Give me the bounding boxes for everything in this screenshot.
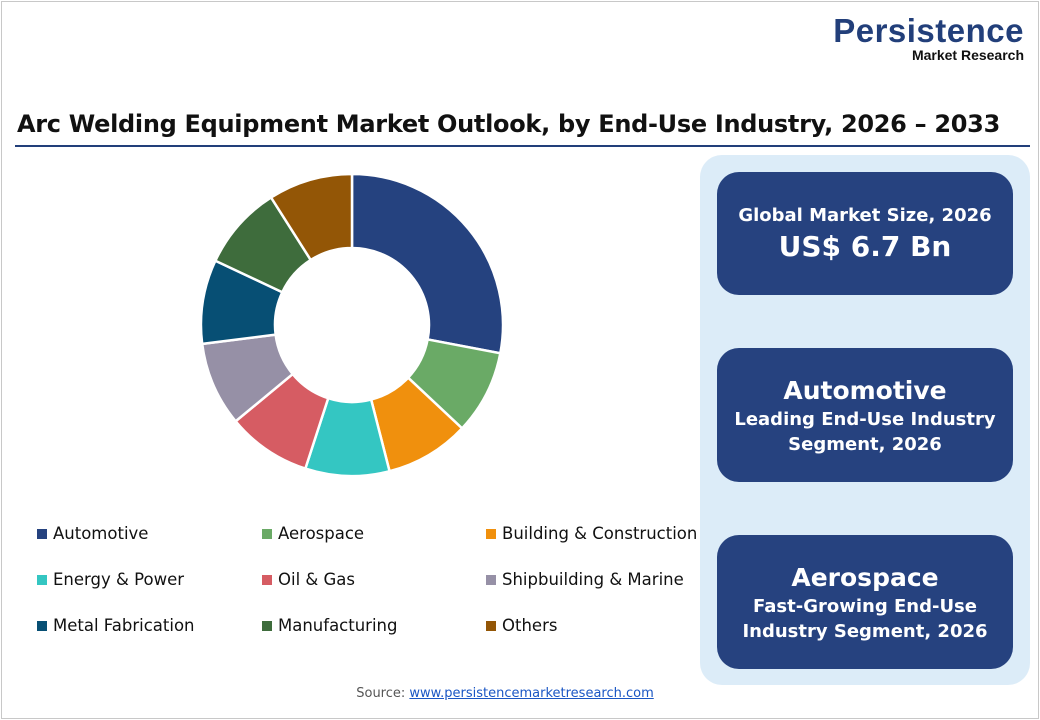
legend-label: Metal Fabrication [53, 616, 195, 635]
legend-swatch [262, 528, 272, 539]
legend-label: Shipbuilding & Marine [502, 570, 684, 589]
legend-item: Oil & Gas [262, 570, 355, 589]
chart-title: Arc Welding Equipment Market Outlook, by… [17, 110, 1000, 138]
logo-line2: Market Research [911, 47, 1024, 63]
legend-item: Automotive [37, 524, 148, 543]
legend-swatch [262, 620, 272, 631]
logo: Persistence Market Research [833, 12, 1024, 63]
market-size-card: Global Market Size, 2026 US$ 6.7 Bn [717, 172, 1013, 295]
market-size-label: Global Market Size, 2026 [738, 204, 992, 226]
leading-segment-card: Automotive Leading End-Use Industry Segm… [717, 348, 1013, 482]
legend-label: Building & Construction [502, 524, 698, 543]
leading-segment-desc1: Leading End-Use Industry [734, 408, 996, 430]
source-line: Source: www.persistencemarketresearch.co… [0, 686, 1010, 701]
legend-label: Aerospace [278, 524, 365, 543]
legend-swatch [37, 574, 47, 585]
fast-growing-name: Aerospace [791, 562, 939, 592]
legend-swatch [486, 528, 496, 539]
legend-swatch [486, 574, 496, 585]
market-size-value: US$ 6.7 Bn [778, 229, 952, 263]
title-underline [15, 145, 1030, 147]
legend-swatch [37, 528, 47, 539]
legend-item: Building & Construction [486, 524, 697, 543]
legend-label: Others [502, 616, 558, 635]
legend-item: Manufacturing [262, 616, 397, 635]
legend-swatch [262, 574, 272, 585]
logo-line1: Persistence [833, 12, 1024, 49]
legend-item: Metal Fabrication [37, 616, 195, 635]
leading-segment-desc2: Segment, 2026 [788, 433, 942, 455]
source-label: Source: [356, 686, 406, 701]
donut-slice-automotive [350, 172, 505, 355]
legend-label: Energy & Power [53, 570, 185, 589]
legend-label: Oil & Gas [278, 570, 356, 589]
donut-chart [199, 172, 505, 478]
legend-item: Aerospace [262, 524, 364, 543]
legend-item: Others [486, 616, 557, 635]
donut-slice-others [269, 172, 354, 262]
legend-label: Automotive [53, 524, 149, 543]
legend-swatch [37, 620, 47, 631]
legend-item: Shipbuilding & Marine [486, 570, 684, 589]
legend-swatch [486, 620, 496, 631]
fast-growing-card: Aerospace Fast-Growing End-Use Industry … [717, 535, 1013, 669]
leading-segment-name: Automotive [783, 375, 947, 405]
legend-label: Manufacturing [278, 616, 398, 635]
fast-growing-desc2: Industry Segment, 2026 [742, 620, 988, 642]
fast-growing-desc1: Fast-Growing End-Use [753, 595, 977, 617]
legend-item: Energy & Power [37, 570, 184, 589]
source-link[interactable]: www.persistencemarketresearch.com [409, 686, 654, 701]
